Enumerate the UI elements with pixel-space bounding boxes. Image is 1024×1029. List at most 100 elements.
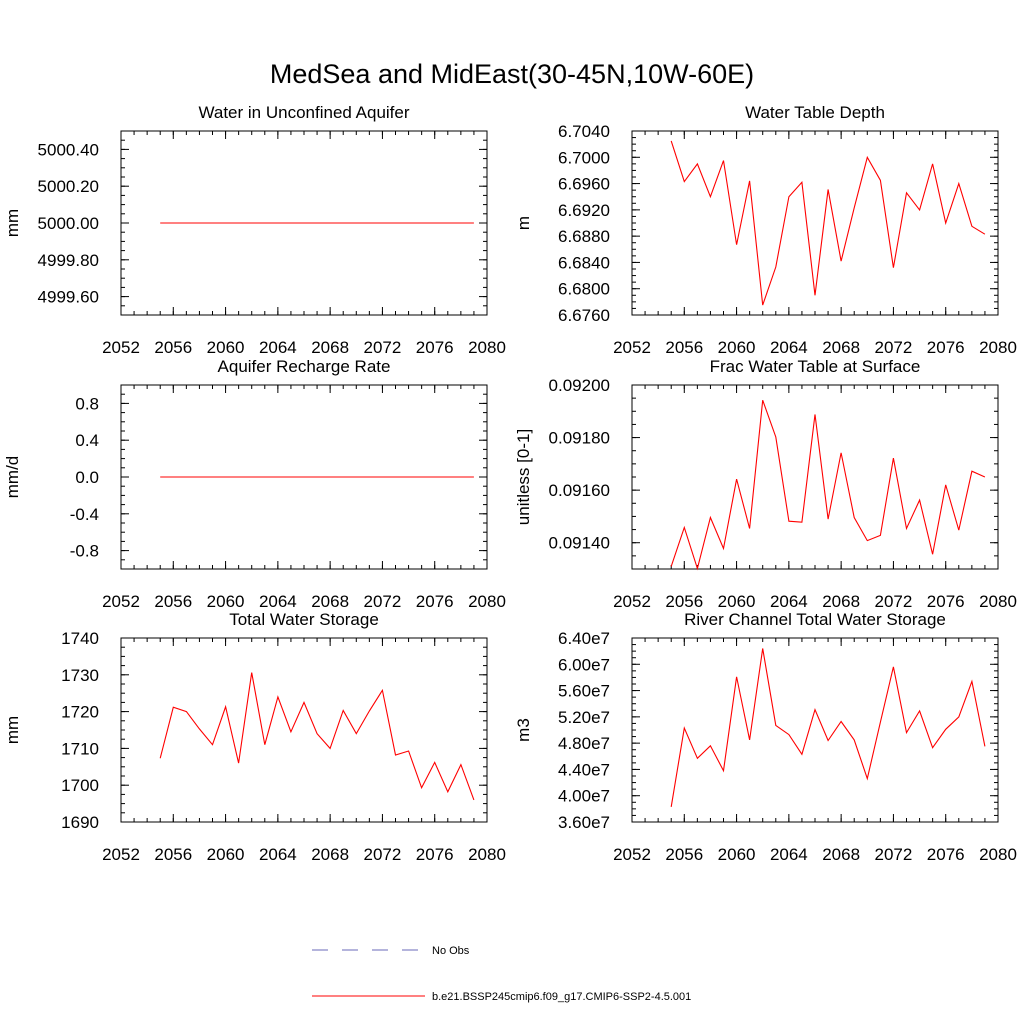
- x-tick-label: 2052: [102, 845, 140, 864]
- y-axis-label: unitless [0-1]: [514, 429, 533, 525]
- figure-title: MedSea and MidEast(30-45N,10W-60E): [270, 59, 754, 89]
- y-tick-label: 5.20e7: [558, 708, 610, 727]
- x-tick-label: 2052: [613, 338, 651, 357]
- panel-3: Aquifer Recharge Rate mm/d 2052 2056 2060 206…: [3, 357, 506, 611]
- x-tick-label: 2068: [311, 845, 349, 864]
- y-axis-label: m: [514, 216, 533, 230]
- y-tick-label: 6.40e7: [558, 629, 610, 648]
- y-axis-label: mm: [3, 716, 22, 744]
- x-tick-label: 2052: [613, 592, 651, 611]
- x-tick-label: 2080: [468, 338, 506, 357]
- panel-4: Frac Water Table at Surface unitless [0-1…: [514, 357, 1017, 611]
- y-tick-label: 5000.00: [38, 214, 99, 233]
- y-tick-label: 5000.40: [38, 140, 99, 159]
- x-tick-label: 2072: [875, 592, 913, 611]
- y-tick-label: -0.4: [70, 505, 99, 524]
- x-tick-label: 2076: [416, 845, 454, 864]
- y-tick-label: 4.80e7: [558, 734, 610, 753]
- x-tick-label: 2080: [979, 845, 1017, 864]
- y-tick-label: 0.09200: [549, 376, 610, 395]
- x-tick-label: 2060: [207, 592, 245, 611]
- x-tick-label: 2064: [770, 592, 808, 611]
- x-tick-label: 2064: [259, 592, 297, 611]
- x-tick-label: 2056: [154, 845, 192, 864]
- y-tick-label: 1720: [61, 703, 99, 722]
- y-tick-label: 6.6880: [558, 227, 610, 246]
- x-tick-label: 2080: [979, 592, 1017, 611]
- x-tick-label: 2064: [770, 845, 808, 864]
- y-tick-label: -0.8: [70, 542, 99, 561]
- panel-6: River Channel Total Water Storage m3 2052 2…: [514, 610, 1017, 864]
- x-tick-label: 2068: [311, 338, 349, 357]
- x-tick-label: 2052: [102, 592, 140, 611]
- x-tick-label: 2060: [207, 338, 245, 357]
- y-axis-label: mm: [3, 209, 22, 237]
- panel-5: Total Water Storage mm 2052 2056 2060 2064 206…: [3, 610, 506, 864]
- series-line: [159, 672, 475, 801]
- x-tick-label: 2064: [259, 338, 297, 357]
- x-tick-label: 2076: [927, 592, 965, 611]
- x-tick-label: 2064: [259, 845, 297, 864]
- y-tick-label: 6.6760: [558, 306, 610, 325]
- x-tick-label: 2068: [822, 845, 860, 864]
- y-tick-label: 6.6840: [558, 253, 610, 272]
- y-tick-label: 0.8: [75, 394, 99, 413]
- plot-frame: [631, 130, 999, 316]
- y-axis-label: m3: [514, 718, 533, 742]
- x-tick-label: 2056: [665, 338, 703, 357]
- y-tick-label: 0.0: [75, 468, 99, 487]
- x-tick-label: 2064: [770, 338, 808, 357]
- y-tick-label: 1700: [61, 776, 99, 795]
- legend-obs-label: No Obs: [432, 945, 470, 957]
- panel-title: Total Water Storage: [229, 610, 379, 629]
- panel-title: Frac Water Table at Surface: [710, 357, 921, 376]
- x-tick-label: 2076: [927, 845, 965, 864]
- y-tick-label: 6.7000: [558, 148, 610, 167]
- y-tick-label: 1710: [61, 739, 99, 758]
- x-tick-label: 2072: [875, 845, 913, 864]
- plot-frame: [120, 637, 488, 823]
- y-tick-label: 4.00e7: [558, 787, 610, 806]
- y-tick-label: 5000.20: [38, 177, 99, 196]
- series-line: [670, 400, 986, 571]
- x-tick-label: 2068: [822, 338, 860, 357]
- x-tick-label: 2060: [718, 845, 756, 864]
- y-tick-label: 5.60e7: [558, 682, 610, 701]
- y-tick-label: 1740: [61, 629, 99, 648]
- x-tick-label: 2072: [364, 845, 402, 864]
- panel-title: Water in Unconfined Aquifer: [198, 103, 409, 122]
- x-tick-label: 2068: [822, 592, 860, 611]
- y-axis-label: mm/d: [3, 456, 22, 499]
- panel-2: Water Table Depth m 2052 2056 2060 2064 2068 20…: [514, 103, 1017, 357]
- plot-frame: [631, 637, 999, 823]
- y-tick-label: 0.09160: [549, 481, 610, 500]
- legend-model-label: b.e21.BSSP245cmip6.f09_g17.CMIP6-SSP2-4.…: [432, 991, 691, 1003]
- y-tick-label: 6.6800: [558, 280, 610, 299]
- y-tick-label: 4999.80: [38, 251, 99, 270]
- x-tick-label: 2056: [665, 592, 703, 611]
- y-tick-label: 6.6960: [558, 175, 610, 194]
- x-tick-label: 2056: [665, 845, 703, 864]
- x-tick-label: 2060: [718, 338, 756, 357]
- x-tick-label: 2080: [979, 338, 1017, 357]
- x-tick-label: 2060: [718, 592, 756, 611]
- series-line: [670, 648, 986, 807]
- x-tick-label: 2072: [875, 338, 913, 357]
- x-tick-label: 2072: [364, 592, 402, 611]
- x-tick-label: 2052: [102, 338, 140, 357]
- panel-title: River Channel Total Water Storage: [684, 610, 946, 629]
- x-tick-label: 2076: [927, 338, 965, 357]
- y-tick-label: 1730: [61, 666, 99, 685]
- y-tick-label: 0.4: [75, 431, 99, 450]
- panels: Water in Unconfined Aquifer mm 2052 2056 206…: [3, 103, 1017, 864]
- x-tick-label: 2076: [416, 592, 454, 611]
- y-tick-label: 4.40e7: [558, 760, 610, 779]
- y-tick-label: 6.6920: [558, 201, 610, 220]
- x-tick-label: 2068: [311, 592, 349, 611]
- x-tick-label: 2076: [416, 338, 454, 357]
- legend: No Obs b.e21.BSSP245cmip6.f09_g17.CMIP6-…: [312, 945, 691, 1003]
- y-tick-label: 4999.60: [38, 288, 99, 307]
- panel-title: Aquifer Recharge Rate: [218, 357, 391, 376]
- plot-frame: [631, 384, 999, 570]
